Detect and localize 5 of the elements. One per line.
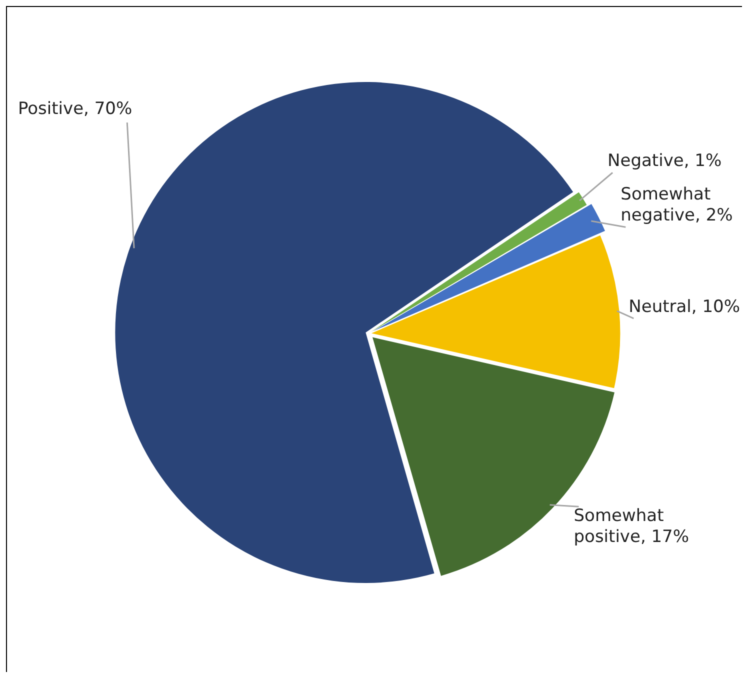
slice-label: Somewhat negative, 2% bbox=[620, 184, 733, 226]
slice-label: Somewhat positive, 17% bbox=[574, 506, 690, 548]
slice-label: Negative, 1% bbox=[608, 151, 722, 172]
slice-label: Positive, 70% bbox=[18, 98, 132, 119]
slice-label: Neutral, 10% bbox=[628, 296, 740, 317]
